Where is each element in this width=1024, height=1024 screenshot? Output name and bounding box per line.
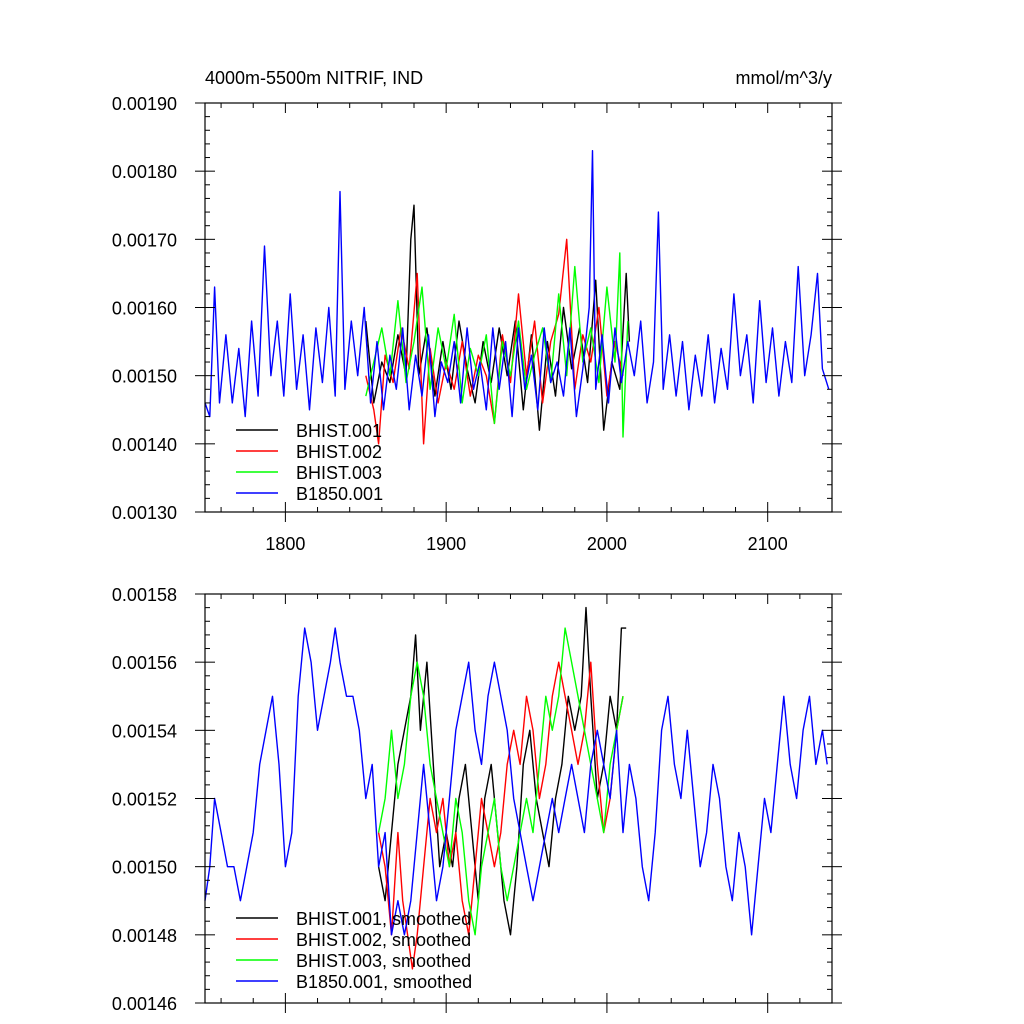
bottom-panel: 0.00146 0.00148 0.00150 0.00152 0.00154 0.001… (112, 585, 842, 1014)
title-right: mmol/m^3/y (736, 68, 832, 88)
x-tick-label: 1900 (426, 534, 466, 554)
y-tick-label: 0.00146 (112, 994, 177, 1014)
y-tick-label: 0.00140 (112, 435, 177, 455)
y-tick-label: 0.00148 (112, 926, 177, 946)
y-tick-label: 0.00190 (112, 94, 177, 114)
x-tick-label: 1800 (265, 534, 305, 554)
x-tick-label: 2000 (587, 534, 627, 554)
series-line-1 (377, 661, 624, 970)
legend-label: BHIST.002 (296, 442, 382, 462)
legend-label: BHIST.003, smoothed (296, 951, 471, 971)
x-tick-label: 2100 (748, 534, 788, 554)
y-tick-label: 0.00160 (112, 299, 177, 319)
legend-label: BHIST.003 (296, 463, 382, 483)
y-tick-label: 0.00156 (112, 653, 177, 673)
legend-label: BHIST.001, smoothed (296, 909, 471, 929)
y-tick-label: 0.00150 (112, 367, 177, 387)
title-left: 4000m-5500m NITRIF, IND (205, 68, 423, 88)
legend-label: BHIST.002, smoothed (296, 930, 471, 950)
legend-label: BHIST.001 (296, 421, 382, 441)
y-tick-label: 0.00180 (112, 162, 177, 182)
legend-label: B1850.001 (296, 484, 383, 504)
y-tick-label: 0.00154 (112, 721, 177, 741)
series-line-2 (365, 252, 629, 438)
series-line-2 (377, 627, 624, 936)
y-tick-label: 0.00158 (112, 585, 177, 605)
series-line-0 (377, 606, 627, 936)
series-line-3 (204, 150, 830, 418)
y-tick-label: 0.00150 (112, 858, 177, 878)
series-line-3 (204, 627, 828, 936)
series-line-1 (365, 238, 624, 445)
y-tick-label: 0.00152 (112, 790, 177, 810)
y-tick-label: 0.00170 (112, 230, 177, 250)
legend-label: B1850.001, smoothed (296, 972, 472, 992)
top-panel: 1800 1900 2000 2100 0.00130 0.00140 0.00150 0.0… (112, 94, 842, 554)
y-tick-label: 0.00130 (112, 503, 177, 523)
